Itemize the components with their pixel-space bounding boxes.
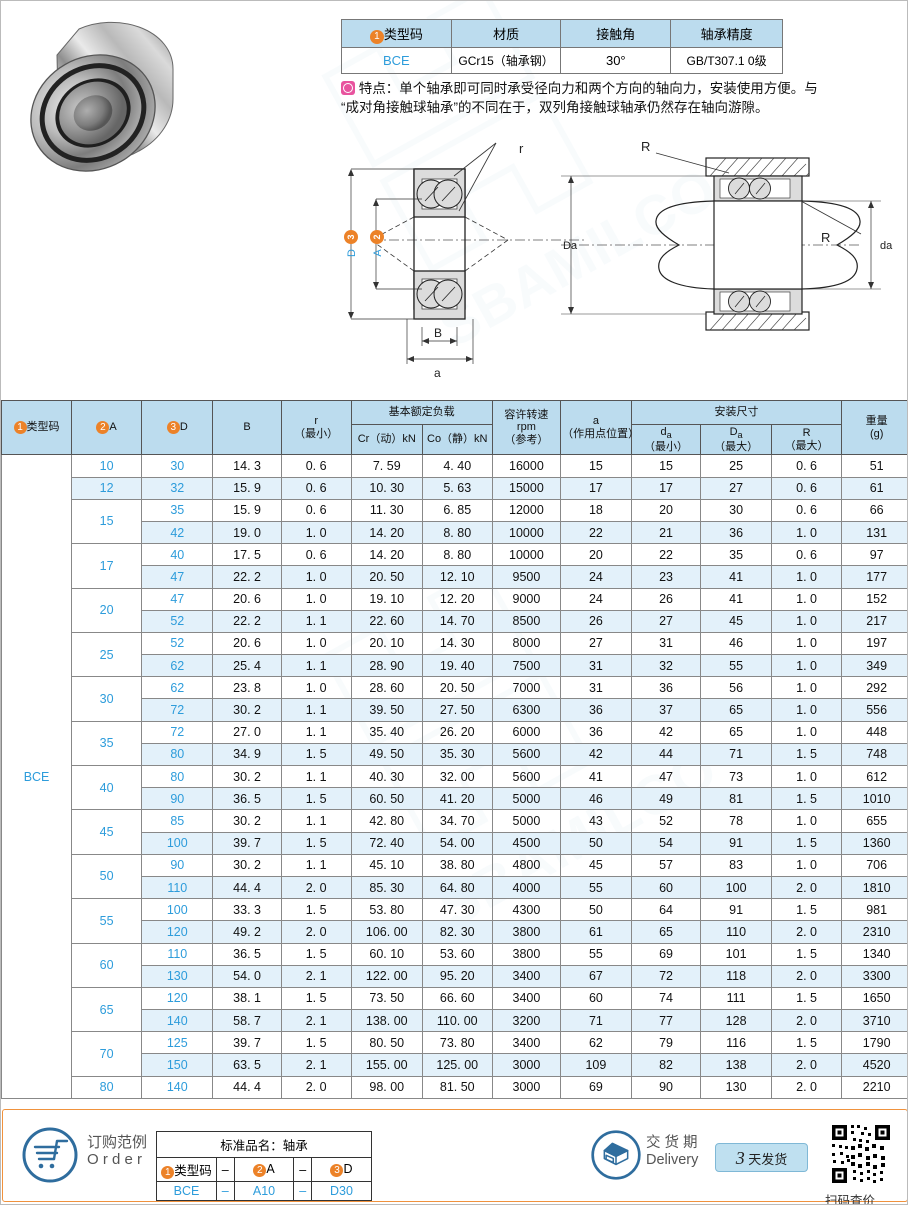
svg-text:r: r — [519, 141, 524, 156]
svg-text:A: A — [372, 249, 384, 257]
svg-text:a: a — [434, 366, 441, 380]
svg-text:B: B — [434, 326, 442, 340]
svg-text:Da: Da — [563, 240, 578, 252]
svg-text:R: R — [821, 230, 830, 245]
svg-text:2: 2 — [372, 234, 382, 239]
svg-text:3: 3 — [346, 234, 356, 239]
svg-text:D: D — [346, 249, 358, 257]
svg-text:R: R — [641, 139, 650, 154]
svg-text:da: da — [880, 240, 893, 252]
